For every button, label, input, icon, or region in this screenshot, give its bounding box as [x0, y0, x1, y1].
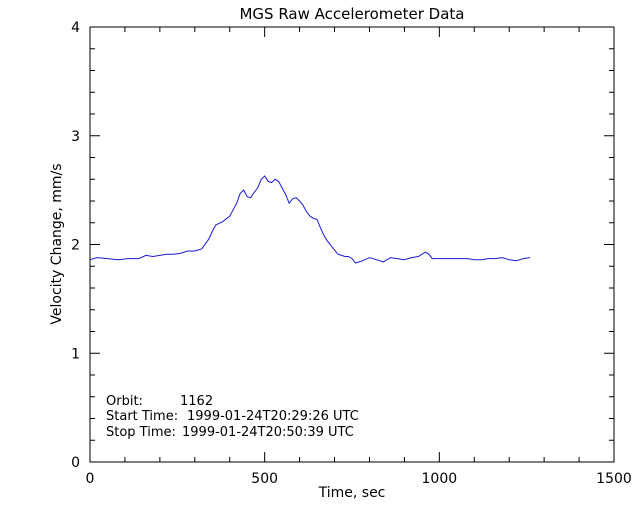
x-tick-label: 0: [86, 471, 95, 487]
axis-ticks: [89, 26, 615, 463]
y-tick-label: 1: [71, 346, 80, 362]
y-tick-label: 4: [71, 20, 80, 36]
y-tick-label: 0: [71, 455, 80, 471]
axis-tick-labels: 0 500 1000 1500 0 1 2 3 4: [71, 20, 632, 487]
stop-time-value: 1999-01-24T20:50:39 UTC: [182, 425, 354, 440]
chart-title: MGS Raw Accelerometer Data: [239, 5, 464, 23]
y-axis-label: Velocity Change, mm/s: [49, 163, 65, 324]
x-tick-label: 1500: [596, 471, 632, 487]
orbit-label: Orbit:: [106, 394, 143, 409]
x-axis-label: Time, sec: [318, 485, 386, 501]
stop-time-label: Stop Time:: [106, 425, 176, 440]
y-tick-label: 2: [71, 238, 80, 254]
x-tick-label: 1000: [422, 471, 458, 487]
start-time-value: 1999-01-24T20:29:26 UTC: [187, 409, 359, 424]
x-tick-label: 500: [251, 471, 278, 487]
plot-frame: [89, 26, 615, 463]
velocity-series-line: [89, 175, 531, 264]
y-tick-label: 3: [71, 129, 80, 145]
start-time-label: Start Time:: [106, 409, 178, 424]
orbit-value: 1162: [180, 394, 213, 409]
orbit-info-annotation: Orbit: 1162 Start Time: 1999-01-24T20:29…: [106, 394, 359, 440]
